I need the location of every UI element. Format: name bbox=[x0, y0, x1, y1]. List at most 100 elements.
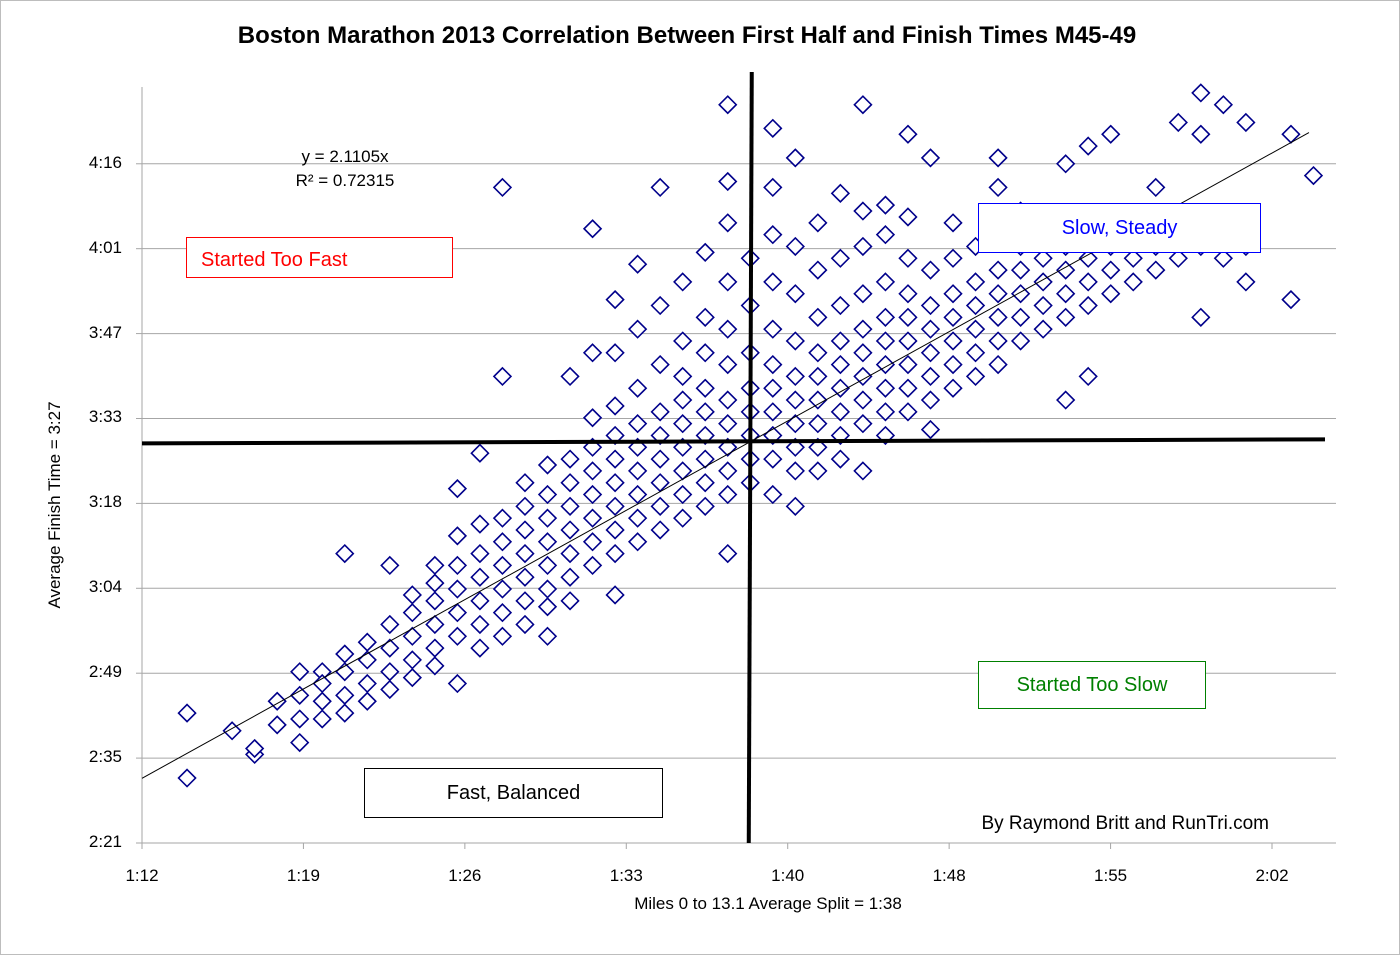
data-point bbox=[470, 443, 490, 463]
x-tick-label: 1:12 bbox=[125, 866, 159, 885]
data-point bbox=[673, 484, 693, 505]
y-tick-label: 2:21 bbox=[88, 832, 122, 851]
data-point bbox=[763, 484, 783, 505]
data-point bbox=[808, 307, 828, 327]
data-point bbox=[1056, 390, 1076, 410]
data-point bbox=[560, 520, 580, 540]
data-point bbox=[560, 543, 580, 564]
data-point bbox=[875, 402, 896, 422]
data-point bbox=[582, 555, 603, 576]
data-point bbox=[695, 449, 715, 469]
data-point bbox=[673, 461, 693, 481]
data-point bbox=[492, 508, 513, 528]
data-point bbox=[920, 319, 941, 339]
data-point bbox=[1191, 124, 1211, 144]
data-point bbox=[627, 414, 648, 434]
data-point bbox=[1010, 307, 1031, 327]
data-point bbox=[763, 225, 783, 245]
data-point bbox=[447, 673, 468, 694]
data-point bbox=[492, 555, 513, 576]
data-point bbox=[1056, 260, 1076, 280]
data-point bbox=[763, 319, 783, 339]
data-point bbox=[582, 343, 603, 363]
data-point bbox=[763, 177, 783, 198]
data-point bbox=[943, 331, 963, 351]
data-point bbox=[943, 378, 963, 398]
data-point bbox=[830, 378, 851, 398]
data-point bbox=[492, 603, 513, 623]
data-point bbox=[785, 366, 805, 387]
data-point bbox=[920, 390, 941, 410]
annotation-started-too-fast: Started Too Fast bbox=[186, 237, 453, 278]
data-point bbox=[470, 614, 490, 635]
data-point bbox=[898, 124, 918, 144]
data-point bbox=[357, 691, 377, 711]
data-point bbox=[515, 543, 535, 564]
data-point bbox=[1146, 177, 1166, 198]
data-point bbox=[830, 183, 851, 203]
data-point bbox=[470, 514, 490, 534]
data-point bbox=[470, 567, 490, 587]
data-point bbox=[808, 414, 828, 434]
data-points bbox=[177, 83, 1324, 788]
data-point bbox=[380, 614, 400, 635]
data-point bbox=[582, 508, 603, 528]
data-point bbox=[988, 148, 1008, 168]
data-point bbox=[627, 378, 648, 398]
data-point bbox=[763, 402, 783, 422]
data-point bbox=[560, 591, 580, 611]
data-point bbox=[853, 366, 873, 387]
data-point bbox=[718, 171, 738, 192]
credit-text: By Raymond Britt and RunTri.com bbox=[981, 813, 1269, 834]
data-point bbox=[763, 378, 783, 398]
data-point bbox=[898, 284, 918, 304]
data-point bbox=[582, 408, 603, 428]
data-point bbox=[988, 177, 1008, 198]
data-point bbox=[447, 555, 468, 576]
data-point bbox=[1236, 112, 1256, 133]
data-point bbox=[447, 526, 468, 546]
data-point bbox=[1056, 154, 1076, 174]
data-point bbox=[853, 390, 873, 410]
data-point bbox=[177, 768, 197, 788]
data-point bbox=[290, 662, 310, 682]
data-point bbox=[785, 148, 805, 168]
data-point bbox=[853, 319, 873, 339]
data-point bbox=[830, 449, 851, 469]
data-point bbox=[605, 585, 625, 605]
data-point bbox=[808, 213, 828, 233]
data-point bbox=[312, 691, 332, 711]
data-point bbox=[1168, 112, 1188, 133]
data-point bbox=[853, 95, 873, 115]
data-point bbox=[988, 354, 1008, 375]
data-point bbox=[830, 295, 851, 316]
data-point bbox=[1010, 260, 1031, 280]
data-point bbox=[875, 195, 896, 215]
data-point bbox=[537, 508, 558, 528]
x-tick-label: 1:48 bbox=[932, 866, 966, 885]
data-point bbox=[695, 402, 715, 422]
data-point bbox=[537, 555, 558, 576]
data-point bbox=[650, 402, 670, 422]
data-point bbox=[560, 567, 580, 587]
data-point bbox=[627, 532, 648, 552]
data-point bbox=[447, 603, 468, 623]
data-point bbox=[763, 354, 783, 375]
data-point bbox=[1010, 331, 1031, 351]
data-point bbox=[965, 366, 986, 387]
data-point bbox=[673, 508, 693, 528]
y-tick-label: 3:04 bbox=[88, 577, 122, 597]
data-point bbox=[695, 343, 715, 363]
data-point bbox=[718, 543, 738, 564]
trendline-equation: y = 2.1105x bbox=[301, 147, 389, 166]
data-point bbox=[988, 284, 1008, 304]
data-point bbox=[785, 414, 805, 434]
data-point bbox=[673, 414, 693, 434]
data-point bbox=[605, 449, 625, 469]
annotation-slow-steady: Slow, Steady bbox=[978, 203, 1261, 253]
data-point bbox=[898, 248, 918, 268]
data-point bbox=[582, 532, 603, 552]
data-point bbox=[1236, 272, 1256, 292]
data-point bbox=[1123, 248, 1143, 268]
data-point bbox=[605, 473, 625, 493]
